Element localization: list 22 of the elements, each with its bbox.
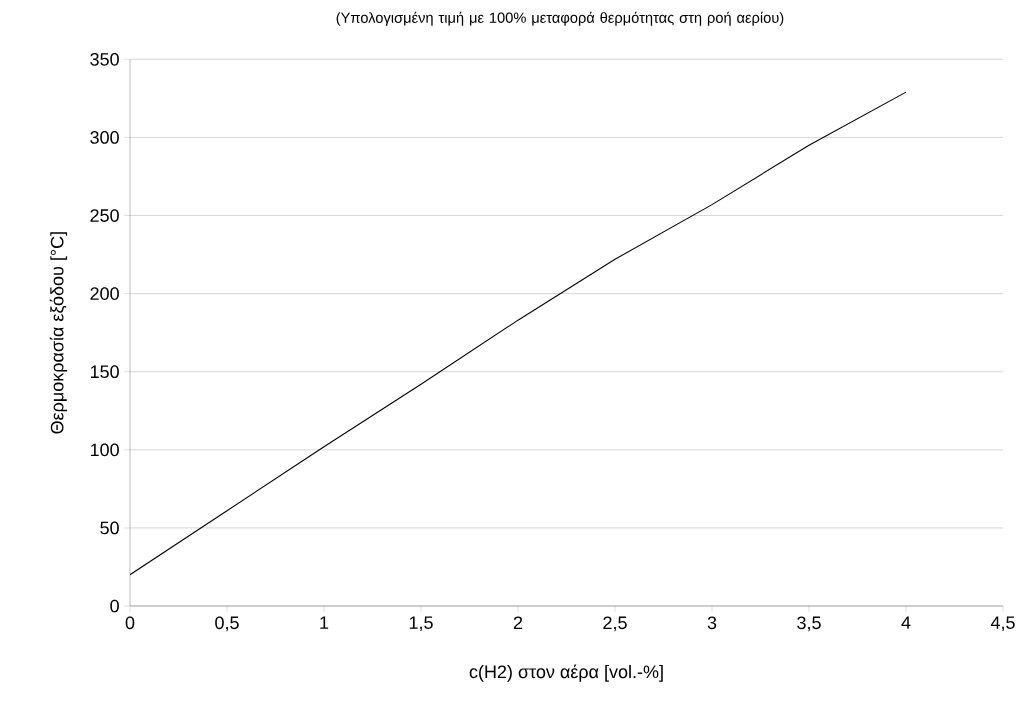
y-tick-label: 200 xyxy=(90,287,119,300)
line-series xyxy=(130,91,907,576)
x-tick-label: 1 xyxy=(320,616,329,629)
x-tick-label: 3,5 xyxy=(797,616,821,632)
x-tick-label: 4 xyxy=(901,616,911,629)
x-tick-label: 3 xyxy=(707,616,717,630)
x-tick-label: 2 xyxy=(513,616,523,629)
y-tick-label: 250 xyxy=(90,209,119,222)
x-tick-label: 4,5 xyxy=(990,616,1015,632)
y-tick-label: 350 xyxy=(90,52,119,66)
y-tick-label: 0 xyxy=(110,599,119,613)
y-tick-label: 150 xyxy=(90,365,119,379)
x-axis-title: c(H2) στον αέρα [vol.-%] xyxy=(469,664,663,682)
y-tick-label: 300 xyxy=(90,131,119,144)
y-axis-title: Θερμοκρασία εξόδου [°C] xyxy=(49,232,68,434)
y-tick-label: 50 xyxy=(100,521,119,535)
x-tick-label: 0 xyxy=(125,616,135,630)
text: (Υπολογισμένη τιμή με 100% μεταφορά θερμότητας στη ροή αερίου) xyxy=(336,11,784,26)
x-tick-label: 2,5 xyxy=(603,616,627,632)
x-tick-label: 1,5 xyxy=(409,616,433,632)
y-tick-label: 100 xyxy=(90,443,119,457)
x-tick-label: 0,5 xyxy=(215,616,239,632)
